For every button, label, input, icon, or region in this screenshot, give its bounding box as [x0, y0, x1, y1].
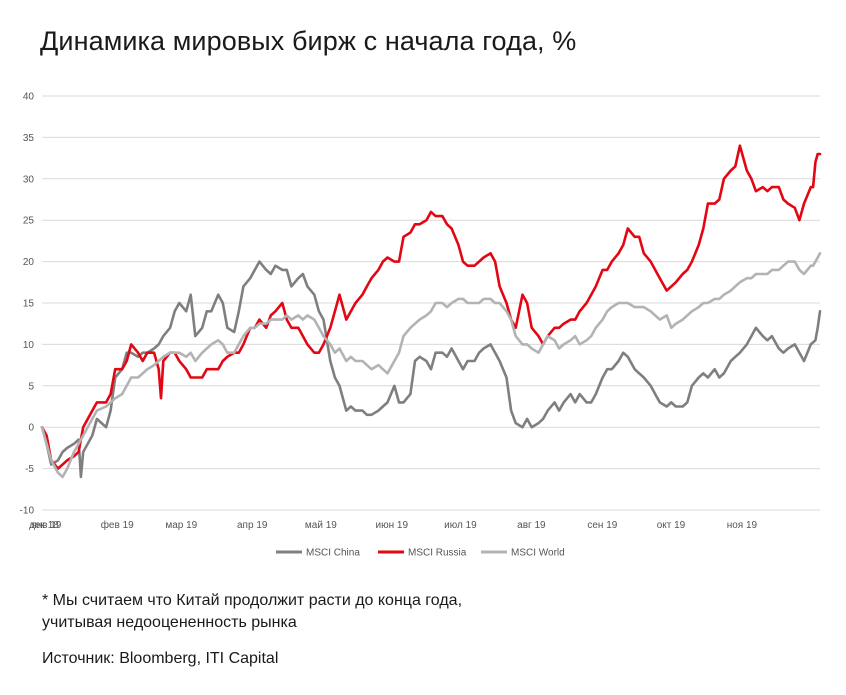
x-tick-label: июл 19 [444, 520, 477, 531]
legend-label-msci-russia: MSCI Russia [408, 548, 467, 559]
x-tick-label: янв 19 [31, 520, 62, 531]
y-tick-label: 5 [28, 381, 34, 392]
x-tick-label: авг 19 [517, 520, 546, 531]
series-line-msci-china [40, 260, 822, 479]
x-tick-label: июн 19 [376, 520, 409, 531]
x-tick-label: мар 19 [165, 520, 197, 531]
series-line-msci-russia [40, 144, 822, 470]
x-tick-label: дек 18 [29, 520, 59, 531]
series-lines [40, 144, 822, 479]
y-tick-label: -10 [20, 506, 35, 517]
x-tick-label: фев 19 [101, 519, 134, 531]
series-line-msci-world [40, 252, 822, 479]
legend-label-msci-china: MSCI China [306, 548, 360, 559]
footnote: * Мы считаем что Китай продолжит расти д… [42, 590, 642, 634]
x-tick-label: сен 19 [587, 520, 617, 531]
x-tick-label: апр 19 [237, 520, 268, 531]
y-tick-label: 40 [23, 92, 35, 103]
legend-label-msci-world: MSCI World [511, 548, 565, 559]
y-tick-label: 10 [23, 340, 35, 351]
y-tick-label: 35 [23, 133, 35, 144]
x-tick-label: май 19 [305, 520, 337, 531]
source-note: Источник: Bloomberg, ITI Capital [42, 650, 279, 667]
y-tick-label: 25 [23, 216, 35, 227]
y-tick-label: 30 [23, 174, 35, 185]
y-tick-label: 0 [28, 423, 34, 434]
legend: MSCI China MSCI Russia MSCI World [276, 548, 565, 559]
footnote-line-2: учитывая недооцененность рынка [42, 614, 297, 631]
gridlines [42, 95, 820, 511]
footnote-line-1: * Мы считаем что Китай продолжит расти д… [42, 592, 463, 609]
page-title: Динамика мировых бирж с начала года, % [40, 26, 577, 56]
y-tick-label: 20 [23, 257, 35, 268]
y-tick-label: 15 [23, 299, 35, 310]
x-tick-label: окт 19 [657, 520, 686, 531]
x-tick-label: ноя 19 [727, 520, 758, 531]
y-tick-label: -5 [25, 464, 34, 475]
y-axis-ticks: -10 -5 0 5 10 15 20 25 30 35 40 [20, 92, 35, 517]
